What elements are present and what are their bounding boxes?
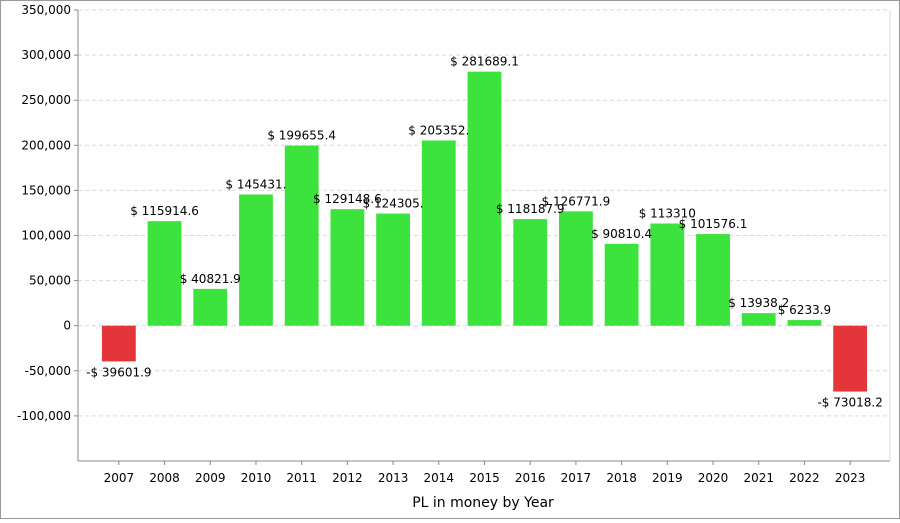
bar-2015 xyxy=(467,71,502,326)
x-tick-label-2008: 2008 xyxy=(149,471,180,485)
x-tick-label-2015: 2015 xyxy=(469,471,500,485)
data-label-2010: $ 145431. xyxy=(225,178,286,192)
x-tick-label-2016: 2016 xyxy=(515,471,546,485)
data-label-2013: $ 124305. xyxy=(363,197,424,211)
data-label-2021: $ 13938.2 xyxy=(728,296,789,310)
x-tick-label-2022: 2022 xyxy=(789,471,820,485)
x-tick-label-2011: 2011 xyxy=(286,471,317,485)
y-tick-label: -50,000 xyxy=(25,364,71,378)
y-tick-label: 150,000 xyxy=(21,183,71,197)
bar-2013 xyxy=(376,213,410,326)
x-tick-label-2013: 2013 xyxy=(378,471,409,485)
bar-2008 xyxy=(147,221,182,326)
x-tick-label-2018: 2018 xyxy=(606,471,637,485)
data-label-2023: -$ 73018.2 xyxy=(817,396,882,410)
x-tick-label-2014: 2014 xyxy=(424,471,455,485)
bar-2018 xyxy=(604,243,639,326)
bar-2011 xyxy=(284,145,319,326)
x-axis-title: PL in money by Year xyxy=(412,495,554,511)
data-label-2019: $ 113310 xyxy=(639,206,696,220)
x-tick-label-2019: 2019 xyxy=(652,471,683,485)
data-label-2008: $ 115914.6 xyxy=(130,204,199,218)
bar-2022 xyxy=(787,320,822,326)
data-label-2007: -$ 39601.9 xyxy=(86,365,151,379)
data-label-2017: $ 126771.9 xyxy=(542,194,611,208)
data-labels: -$ 39601.9 $ 115914.6 $ 40821.9 $ 145431. $ … xyxy=(86,55,883,410)
bar-2019 xyxy=(650,223,685,326)
data-label-2016: $ 118187.9 xyxy=(496,202,565,216)
x-tick-label-2020: 2020 xyxy=(698,471,729,485)
y-tick-label: 250,000 xyxy=(21,93,71,107)
y-tick-label: 100,000 xyxy=(21,229,71,243)
bar-2012 xyxy=(330,209,365,326)
x-tick-labels: 2007 2008 2009 2010 2011 2012 2013 2014 2015 2016… xyxy=(104,471,866,485)
y-tick-label: 300,000 xyxy=(21,48,71,62)
bar-2020 xyxy=(696,234,730,326)
bar-2009 xyxy=(193,288,228,326)
y-tick-labels: -100,000 -50,000 0 50,000 100,000 150,000 200,… xyxy=(17,3,71,423)
y-tick-label: 350,000 xyxy=(21,3,71,17)
bar-2021 xyxy=(741,313,776,326)
y-tick-label: 0 xyxy=(63,319,71,333)
bar-2007 xyxy=(101,325,136,362)
x-tick-label-2021: 2021 xyxy=(743,471,774,485)
x-tick-label-2010: 2010 xyxy=(241,471,272,485)
x-tick-label-2017: 2017 xyxy=(561,471,592,485)
data-label-2009: $ 40821.9 xyxy=(180,272,241,286)
bar-2023 xyxy=(833,325,868,392)
data-label-2014: $ 205352. xyxy=(408,123,469,137)
data-label-2011: $ 199655.4 xyxy=(267,129,336,143)
axes xyxy=(74,9,891,465)
bar-2016 xyxy=(513,219,548,326)
data-label-2022: $ 6233.9 xyxy=(778,303,831,317)
y-tick-label: -100,000 xyxy=(17,409,71,423)
x-tick-label-2007: 2007 xyxy=(104,471,135,485)
bars xyxy=(101,71,868,392)
data-label-2018: $ 90810.4 xyxy=(591,227,652,241)
bar-2017 xyxy=(559,211,593,326)
data-label-2020: $ 101576.1 xyxy=(679,217,748,231)
y-tick-label: 50,000 xyxy=(29,274,71,288)
x-tick-label-2009: 2009 xyxy=(195,471,226,485)
data-label-2015: $ 281689.1 xyxy=(450,55,519,69)
x-tick-label-2012: 2012 xyxy=(332,471,363,485)
x-tick-label-2023: 2023 xyxy=(835,471,866,485)
bar-2010 xyxy=(239,194,273,326)
bar-2014 xyxy=(421,140,456,326)
data-label-2012: $ 129148.6 xyxy=(313,192,382,206)
y-tick-label: 200,000 xyxy=(21,138,71,152)
